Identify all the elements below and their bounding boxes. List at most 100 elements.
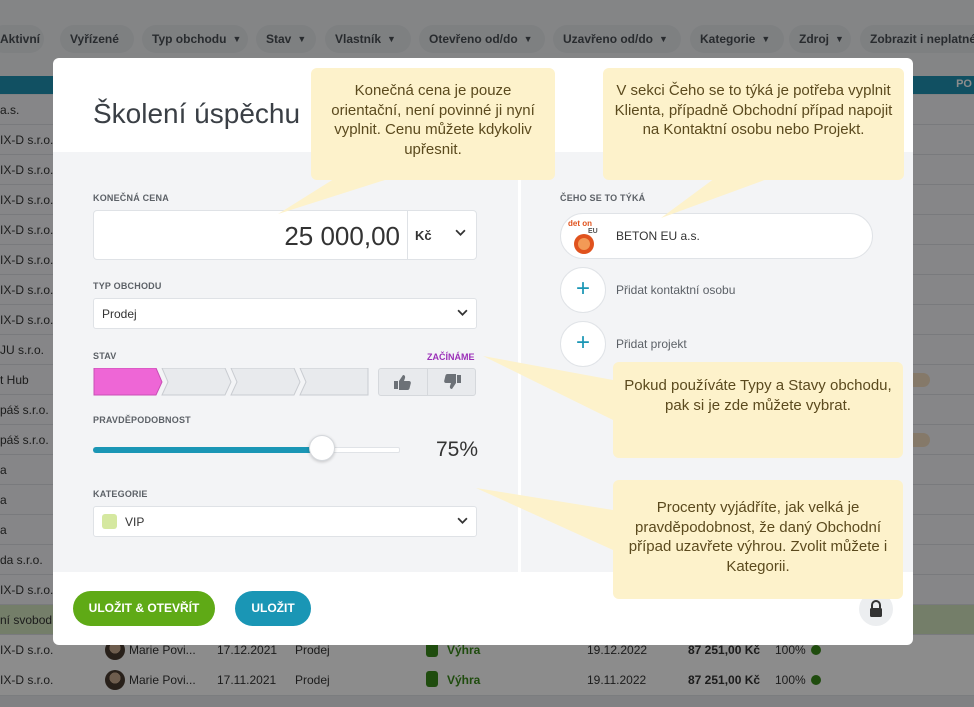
filter-deal-type[interactable]: Typ obchodu ▼ <box>142 25 248 53</box>
company-name[interactable]: a <box>0 523 7 537</box>
company-name[interactable]: a.s. <box>0 103 20 117</box>
filter-label: Zobrazit i neplatné <box>870 32 974 46</box>
add-contact-row[interactable]: + Přidat kontaktní osobu <box>560 267 860 313</box>
column-header: PO <box>956 78 972 90</box>
filter-owner[interactable]: Vlastník ▼ <box>325 25 411 53</box>
company-name[interactable]: IX-D s.r.o. <box>0 283 54 297</box>
plus-icon: + <box>575 329 590 356</box>
thumbs-up-button[interactable] <box>379 369 428 395</box>
add-project-row[interactable]: + Přidat projekt <box>560 321 860 367</box>
price-value[interactable]: 25 000,00 <box>284 221 400 251</box>
chevron-down-icon: ▼ <box>761 34 771 44</box>
filter-category[interactable]: Kategorie ▼ <box>690 25 784 53</box>
thumbs-down-button[interactable] <box>427 369 475 395</box>
company-name[interactable]: IX-D s.r.o. <box>0 253 54 267</box>
deal-probability: 100% <box>775 673 806 687</box>
company-name: IX-D s.r.o. <box>0 643 54 657</box>
state-stage-2[interactable] <box>161 368 232 396</box>
price-field[interactable]: 25 000,00 Kč <box>93 210 477 260</box>
tooltip-percent: Procenty vyjádříte, jak velká je pravděp… <box>613 480 903 599</box>
save-button[interactable]: ULOŽIT <box>235 591 311 626</box>
deal-type: Prodej <box>295 673 330 687</box>
company-name[interactable]: páš s.r.o. <box>0 403 49 417</box>
filter-source[interactable]: Zdroj ▼ <box>789 25 851 53</box>
deal-state: Výhra <box>447 673 481 687</box>
filter-active[interactable]: Aktivní <box>0 25 44 53</box>
category-color-swatch <box>102 514 117 529</box>
state-stage-1[interactable] <box>93 368 163 396</box>
chevron-down-icon: ▼ <box>659 34 668 44</box>
filter-state[interactable]: Stav ▼ <box>256 25 316 53</box>
table-row[interactable]: IX-D s.r.o. Marie Povi... 17.11.2021 Prodej… <box>0 665 974 696</box>
category-value: VIP <box>125 515 145 529</box>
thumbs-up-icon <box>426 641 438 657</box>
related-label: ČEHO SE TO TÝKÁ <box>560 193 646 203</box>
add-contact-label[interactable]: Přidat kontaktní osobu <box>616 283 736 297</box>
state-label: STAV <box>93 351 117 361</box>
company-name[interactable]: IX-D s.r.o. <box>0 133 54 147</box>
filter-label: Kategorie <box>700 32 756 46</box>
column-divider <box>518 152 521 572</box>
filter-label: Zdroj <box>799 32 829 46</box>
state-name: ZAČÍNÁME <box>427 352 475 362</box>
lock-icon <box>870 600 882 617</box>
add-project-button[interactable]: + <box>560 321 606 367</box>
company-name[interactable]: IX-D s.r.o. <box>0 193 54 207</box>
company-name[interactable]: JU s.r.o. <box>0 343 45 357</box>
company-name[interactable]: a <box>0 493 7 507</box>
filter-resolved[interactable]: Vyřízené <box>60 25 134 53</box>
company-name[interactable]: páš s.r.o. <box>0 433 49 447</box>
add-contact-button[interactable]: + <box>560 267 606 313</box>
client-name: BETON EU a.s. <box>616 229 700 243</box>
plus-icon: + <box>575 275 590 302</box>
filter-show-invalid[interactable]: Zobrazit i neplatné <box>860 25 974 53</box>
state-stage-3[interactable] <box>230 368 301 396</box>
svg-text:det on: det on <box>568 219 592 228</box>
avatar <box>105 670 125 690</box>
state-stepper[interactable] <box>93 368 369 396</box>
client-chip[interactable]: det on EU BETON EU a.s. <box>560 213 873 259</box>
owner-name: Marie Povi... <box>129 673 196 687</box>
chevron-down-icon <box>457 307 468 321</box>
deal-amount: 87 251,00 Kč <box>688 673 761 687</box>
filter-label: Uzavřeno od/do <box>563 32 654 46</box>
company-name[interactable]: IX-D s.r.o. <box>0 223 54 237</box>
add-project-label[interactable]: Přidat projekt <box>616 337 687 351</box>
category-label: KATEGORIE <box>93 489 148 499</box>
chevron-down-icon: ▼ <box>232 34 242 44</box>
category-select[interactable]: VIP <box>93 506 477 537</box>
chevron-down-icon: ▼ <box>297 34 307 44</box>
chevron-down-icon <box>457 515 468 529</box>
probability-slider-handle[interactable] <box>309 435 335 461</box>
probability-slider-fill <box>93 447 322 453</box>
company-name[interactable]: a <box>0 463 7 477</box>
opened-date: 17.11.2021 <box>217 673 277 687</box>
tooltip-price: Konečná cena je pouze orientační, není p… <box>311 68 555 180</box>
company-name[interactable]: IX-D s.r.o. <box>0 163 54 177</box>
deal-type-select[interactable]: Prodej <box>93 298 477 329</box>
state-stage-4[interactable] <box>299 368 369 396</box>
company-name[interactable]: t Hub <box>0 373 29 387</box>
company-name[interactable]: IX-D s.r.o. <box>0 313 54 327</box>
deal-state: Výhra <box>447 643 481 657</box>
modal-title: Školení úspěchu <box>93 98 301 129</box>
chevron-down-icon: ▼ <box>835 34 844 44</box>
filter-opened[interactable]: Otevřeno od/do ▼ <box>419 25 545 53</box>
filter-label: Typ obchodu <box>152 32 227 46</box>
svg-text:EU: EU <box>588 228 598 235</box>
filter-closed[interactable]: Uzavřeno od/do ▼ <box>553 25 681 53</box>
opened-date: 17.12.2021 <box>217 643 278 657</box>
currency-select[interactable]: Kč <box>407 211 476 259</box>
chevron-down-icon: ▼ <box>387 34 396 44</box>
client-logo: det on EU <box>563 215 605 257</box>
deal-type-label: TYP OBCHODU <box>93 281 162 291</box>
company-name[interactable]: IX-D s.r.o. <box>0 583 54 597</box>
save-and-open-button[interactable]: ULOŽIT & OTEVŘÍT <box>73 591 215 626</box>
company-name: IX-D s.r.o. <box>0 673 54 687</box>
deal-amount: 87 251,00 Kč <box>688 643 761 657</box>
status-dot <box>811 645 821 655</box>
company-name[interactable]: da s.r.o. <box>0 553 43 567</box>
company-name[interactable]: ní svobod <box>0 613 53 627</box>
chevron-down-icon: ▼ <box>523 34 533 44</box>
deal-type-value: Prodej <box>102 307 137 321</box>
